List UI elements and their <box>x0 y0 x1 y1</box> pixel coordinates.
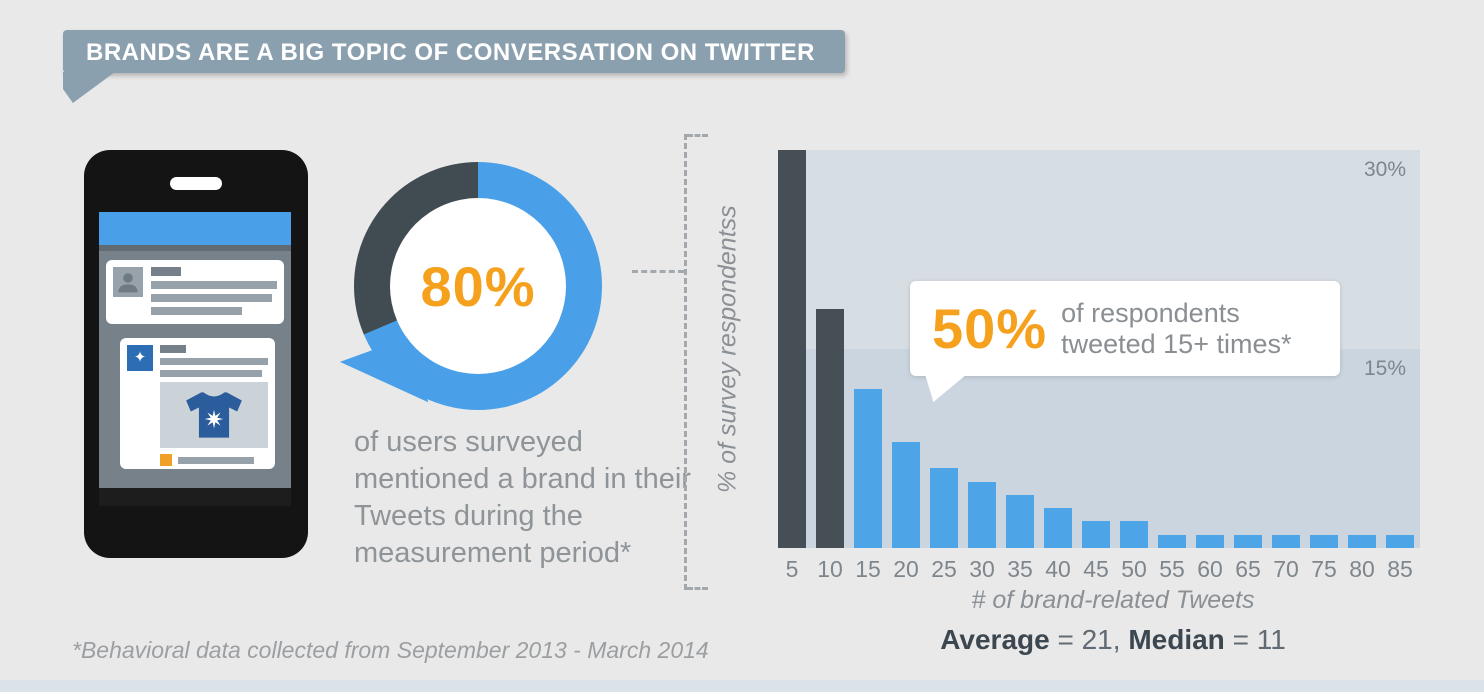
dashed-connector-line <box>632 270 684 273</box>
media-badge-icon <box>160 454 172 466</box>
tweet-text-line <box>178 456 254 464</box>
brand-sparkle-icon: ✦ <box>127 345 153 371</box>
y-axis-label: % of survey respondentss <box>713 205 742 493</box>
xtick-35: 35 <box>1007 556 1033 582</box>
bar-65 <box>1234 535 1262 548</box>
callout-value: 50% <box>932 297 1048 360</box>
xticks-row: 5 10 15 20 25 30 35 40 45 50 55 60 65 70 75 80 85 <box>778 556 1414 583</box>
callout-50pct: 50% of respondents tweeted 15+ times* <box>910 281 1340 402</box>
bar-15 <box>854 389 882 548</box>
page-title: BRANDS ARE A BIG TOPIC OF CONVERSATION O… <box>86 39 815 66</box>
xtick-40: 40 <box>1045 556 1071 582</box>
header-banner-tail <box>63 72 115 103</box>
stat-80-caption: of users surveyed mentioned a brand in t… <box>354 426 691 569</box>
xtick-5: 5 <box>785 556 799 582</box>
xtick-50: 50 <box>1121 556 1147 582</box>
callout-text: of respondents tweeted 15+ times* <box>1061 298 1291 360</box>
bars-row <box>778 150 1414 548</box>
dashed-bracket-tick-top <box>687 134 708 137</box>
bar-40 <box>1044 508 1072 548</box>
bottom-accent-strip <box>0 680 1484 692</box>
tweet-text-line <box>151 307 242 315</box>
y-tick-15: 15% <box>1363 357 1406 380</box>
avatar-person-icon <box>113 267 143 297</box>
header-banner: BRANDS ARE A BIG TOPIC OF CONVERSATION O… <box>63 30 845 73</box>
y-tick-30: 30% <box>1363 158 1406 181</box>
callout-line-2: tweeted 15+ times* <box>1061 328 1292 359</box>
bar-20 <box>892 442 920 548</box>
xtick-75: 75 <box>1311 556 1337 582</box>
xtick-30: 30 <box>969 556 995 582</box>
bar-30 <box>968 482 996 548</box>
tweet-media-box <box>160 382 268 448</box>
xtick-25: 25 <box>931 556 957 582</box>
bar-85 <box>1386 535 1414 548</box>
tweet-text-line <box>160 358 268 365</box>
phone-bottom-bezel <box>99 488 291 506</box>
tweet-card-2: ✦ <box>120 338 275 469</box>
dashed-bracket-line <box>684 134 687 590</box>
average-median-summary: Average = 21, Median = 11 <box>806 624 1420 656</box>
bar-25 <box>930 468 958 548</box>
phone-illustration: ✦ <box>84 150 308 558</box>
donut-chart-80pct: 80% <box>339 162 602 410</box>
xtick-65: 65 <box>1235 556 1261 582</box>
average-value: = 21, <box>1049 624 1129 655</box>
xtick-80: 80 <box>1349 556 1375 582</box>
donut-hole: 80% <box>390 198 566 374</box>
xtick-20: 20 <box>893 556 919 582</box>
bar-55 <box>1158 535 1186 548</box>
xtick-10: 10 <box>817 556 843 582</box>
bar-10 <box>816 309 844 548</box>
bar-50 <box>1120 521 1148 548</box>
average-label: Average <box>940 624 1050 655</box>
xtick-45: 45 <box>1083 556 1109 582</box>
footnote: *Behavioral data collected from Septembe… <box>72 637 709 663</box>
tweet-text-line <box>151 281 277 289</box>
tweet-card-1 <box>106 260 284 324</box>
tweet-text-line <box>160 370 262 377</box>
tweet-name-placeholder <box>160 345 186 353</box>
phone-speaker-slot <box>170 177 222 190</box>
xtick-70: 70 <box>1273 556 1299 582</box>
bar-70 <box>1272 535 1300 548</box>
median-label: Median <box>1128 624 1225 655</box>
xtick-85: 85 <box>1387 556 1413 582</box>
tweet-text-line <box>151 294 272 302</box>
phone-screen: ✦ <box>99 212 291 488</box>
callout-line-1: of respondents <box>1061 297 1240 328</box>
bar-45 <box>1082 521 1110 548</box>
median-value: = 11 <box>1224 624 1286 655</box>
xtick-55: 55 <box>1159 556 1185 582</box>
bar-35 <box>1006 495 1034 548</box>
bar-80 <box>1348 535 1376 548</box>
person-icon <box>118 273 138 293</box>
bar-75 <box>1310 535 1338 548</box>
xtick-60: 60 <box>1197 556 1223 582</box>
x-axis-label: # of brand-related Tweets <box>971 586 1255 614</box>
phone-app-header-bar <box>99 212 291 251</box>
tshirt-icon <box>186 392 242 438</box>
bar-5 <box>778 150 806 548</box>
bar-60 <box>1196 535 1224 548</box>
stat-80-value: 80% <box>420 254 536 318</box>
dashed-bracket-tick-bottom <box>687 587 708 590</box>
tweet-name-placeholder <box>151 267 181 276</box>
xtick-15: 15 <box>855 556 881 582</box>
